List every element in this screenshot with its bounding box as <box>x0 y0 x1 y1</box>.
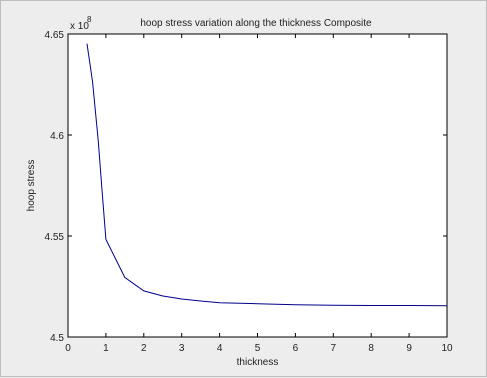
x-tick-label: 4 <box>217 343 223 354</box>
x-tick-label: 1 <box>103 343 109 354</box>
y-axis-label: hoop stress <box>26 160 37 212</box>
x-tick-label: 8 <box>368 343 374 354</box>
series-group <box>86 43 448 307</box>
series-line <box>86 43 448 307</box>
x-tick-label: 2 <box>141 343 147 354</box>
y-tick-label: 4.5 <box>50 333 64 344</box>
x-tick-label: 10 <box>441 343 453 354</box>
x-axis-label: thickness <box>237 357 279 368</box>
y-tick-label: 4.55 <box>45 232 65 243</box>
plot-area <box>67 33 448 338</box>
x-tick-label: 5 <box>255 343 261 354</box>
x-tick-label: 3 <box>179 343 185 354</box>
axis-ticks: 0 1 2 3 4 5 6 7 8 9 10 4.5 4.55 4.6 4.65 <box>45 30 453 354</box>
y-exponent-base: x 10 <box>70 21 89 32</box>
x-tick-label: 0 <box>65 343 71 354</box>
x-tick-label: 7 <box>331 343 337 354</box>
x-tick-label: 6 <box>293 343 299 354</box>
y-tick-label: 4.65 <box>45 30 65 41</box>
x-tick-label: 9 <box>406 343 412 354</box>
y-exponent-power: 8 <box>87 15 92 24</box>
y-tick-label: 4.6 <box>50 131 64 142</box>
chart-title: hoop stress variation along the thicknes… <box>140 18 372 29</box>
